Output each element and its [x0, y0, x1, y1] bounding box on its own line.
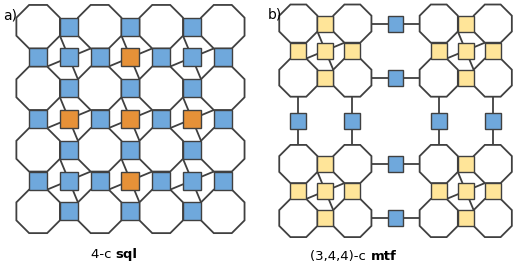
Bar — [122, 110, 139, 128]
Bar — [458, 210, 473, 226]
Polygon shape — [201, 190, 245, 233]
Bar — [485, 183, 501, 199]
Bar — [183, 172, 201, 190]
Polygon shape — [16, 5, 60, 49]
Bar — [290, 113, 306, 129]
Polygon shape — [16, 128, 60, 172]
Polygon shape — [279, 145, 317, 183]
Bar — [290, 183, 306, 199]
Bar — [458, 16, 473, 32]
Bar — [388, 70, 403, 85]
Bar — [458, 156, 473, 172]
Polygon shape — [139, 128, 183, 172]
Bar — [431, 43, 447, 58]
Bar — [345, 113, 360, 129]
Bar — [458, 70, 473, 85]
Polygon shape — [139, 190, 183, 233]
Bar — [431, 183, 447, 199]
Bar — [152, 172, 170, 190]
Bar — [317, 16, 333, 32]
Polygon shape — [420, 5, 458, 43]
Text: (3,4,4)-c: (3,4,4)-c — [310, 250, 370, 263]
Bar — [90, 110, 109, 128]
Polygon shape — [139, 5, 183, 49]
Text: b): b) — [268, 8, 282, 22]
Polygon shape — [420, 58, 458, 97]
Polygon shape — [78, 66, 122, 110]
Bar — [345, 183, 360, 199]
Polygon shape — [420, 199, 458, 237]
Bar — [152, 110, 170, 128]
Bar — [152, 49, 170, 66]
Polygon shape — [279, 58, 317, 97]
Bar — [214, 172, 232, 190]
Polygon shape — [78, 190, 122, 233]
Polygon shape — [78, 5, 122, 49]
Bar — [317, 183, 333, 199]
Polygon shape — [16, 66, 60, 110]
Bar — [317, 156, 333, 172]
Bar — [485, 113, 501, 129]
Polygon shape — [333, 199, 371, 237]
Polygon shape — [201, 5, 245, 49]
Text: 4-c: 4-c — [91, 248, 116, 261]
Bar — [29, 172, 47, 190]
Bar — [183, 49, 201, 66]
Polygon shape — [201, 66, 245, 110]
Bar — [122, 141, 139, 159]
Bar — [60, 79, 78, 97]
Polygon shape — [139, 66, 183, 110]
Polygon shape — [16, 190, 60, 233]
Polygon shape — [333, 145, 371, 183]
Bar — [388, 16, 403, 32]
Bar — [90, 172, 109, 190]
Bar — [60, 202, 78, 220]
Bar — [29, 110, 47, 128]
Text: mtf: mtf — [370, 250, 396, 263]
Bar — [214, 110, 232, 128]
Bar — [317, 70, 333, 85]
Bar — [183, 18, 201, 36]
Polygon shape — [333, 5, 371, 43]
Bar — [60, 110, 78, 128]
Polygon shape — [333, 58, 371, 97]
Bar — [122, 202, 139, 220]
Polygon shape — [279, 5, 317, 43]
Bar — [317, 43, 333, 58]
Bar — [183, 202, 201, 220]
Polygon shape — [473, 145, 512, 183]
Polygon shape — [201, 128, 245, 172]
Bar — [60, 18, 78, 36]
Bar — [122, 18, 139, 36]
Bar — [431, 113, 447, 129]
Bar — [183, 79, 201, 97]
Bar — [458, 183, 473, 199]
Bar — [345, 43, 360, 58]
Bar — [122, 49, 139, 66]
Bar — [122, 79, 139, 97]
Bar — [29, 49, 47, 66]
Bar — [214, 49, 232, 66]
Polygon shape — [473, 5, 512, 43]
Bar — [183, 141, 201, 159]
Text: a): a) — [4, 9, 17, 23]
Polygon shape — [78, 128, 122, 172]
Bar — [90, 49, 109, 66]
Polygon shape — [420, 145, 458, 183]
Bar — [122, 172, 139, 190]
Bar — [458, 43, 473, 58]
Bar — [388, 156, 403, 172]
Bar — [388, 210, 403, 226]
Bar — [183, 110, 201, 128]
Bar — [60, 172, 78, 190]
Bar — [60, 141, 78, 159]
Bar — [60, 49, 78, 66]
Polygon shape — [473, 199, 512, 237]
Polygon shape — [279, 199, 317, 237]
Bar — [290, 43, 306, 58]
Text: sql: sql — [116, 248, 138, 261]
Bar — [485, 43, 501, 58]
Bar — [317, 210, 333, 226]
Polygon shape — [473, 58, 512, 97]
